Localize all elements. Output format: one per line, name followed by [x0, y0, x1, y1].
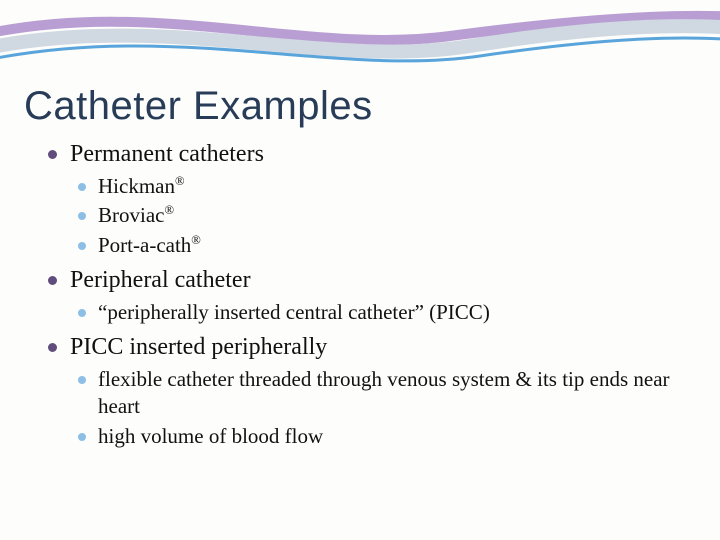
registered-mark: ® — [175, 174, 185, 188]
bullet-level2: Broviac® — [78, 202, 684, 229]
bullet-level2: “peripherally inserted central catheter”… — [78, 299, 684, 326]
registered-mark: ® — [164, 203, 174, 217]
bullet-level2: flexible catheter threaded through venou… — [78, 366, 684, 421]
bullet-level2-text: “peripherally inserted central catheter”… — [98, 300, 490, 324]
bullet-level1: Permanent cathetersHickman®Broviac®Port-… — [48, 139, 684, 259]
banner-svg — [0, 0, 720, 78]
slide-title: Catheter Examples — [24, 84, 720, 129]
decorative-banner — [0, 0, 720, 78]
bullet-level2-text: high volume of blood flow — [98, 424, 323, 448]
bullet-level1: PICC inserted peripherally flexible cathe… — [48, 332, 684, 450]
bullet-level1-text: PICC inserted peripherally — [70, 334, 327, 360]
sub-list: Hickman®Broviac®Port-a-cath® — [78, 173, 684, 259]
sub-list: flexible catheter threaded through venou… — [78, 366, 684, 450]
bullet-level1: Peripheral catheter “peripherally inserte… — [48, 265, 684, 326]
bullet-level2: Port-a-cath® — [78, 232, 684, 259]
bullet-level2-text: Hickman — [98, 174, 175, 198]
bullet-level1-text: Peripheral catheter — [70, 267, 251, 293]
sub-list: “peripherally inserted central catheter”… — [78, 299, 684, 326]
bullet-level2-text: Broviac — [98, 203, 164, 227]
bullet-level2-text: flexible catheter threaded through venou… — [98, 367, 670, 418]
bullet-level2-text: Port-a-cath — [98, 233, 191, 257]
content-list: Permanent cathetersHickman®Broviac®Port-… — [48, 139, 684, 450]
bullet-level1-text: Permanent catheters — [70, 141, 264, 167]
bullet-level2: high volume of blood flow — [78, 423, 684, 450]
bullet-level2: Hickman® — [78, 173, 684, 200]
registered-mark: ® — [191, 233, 201, 247]
